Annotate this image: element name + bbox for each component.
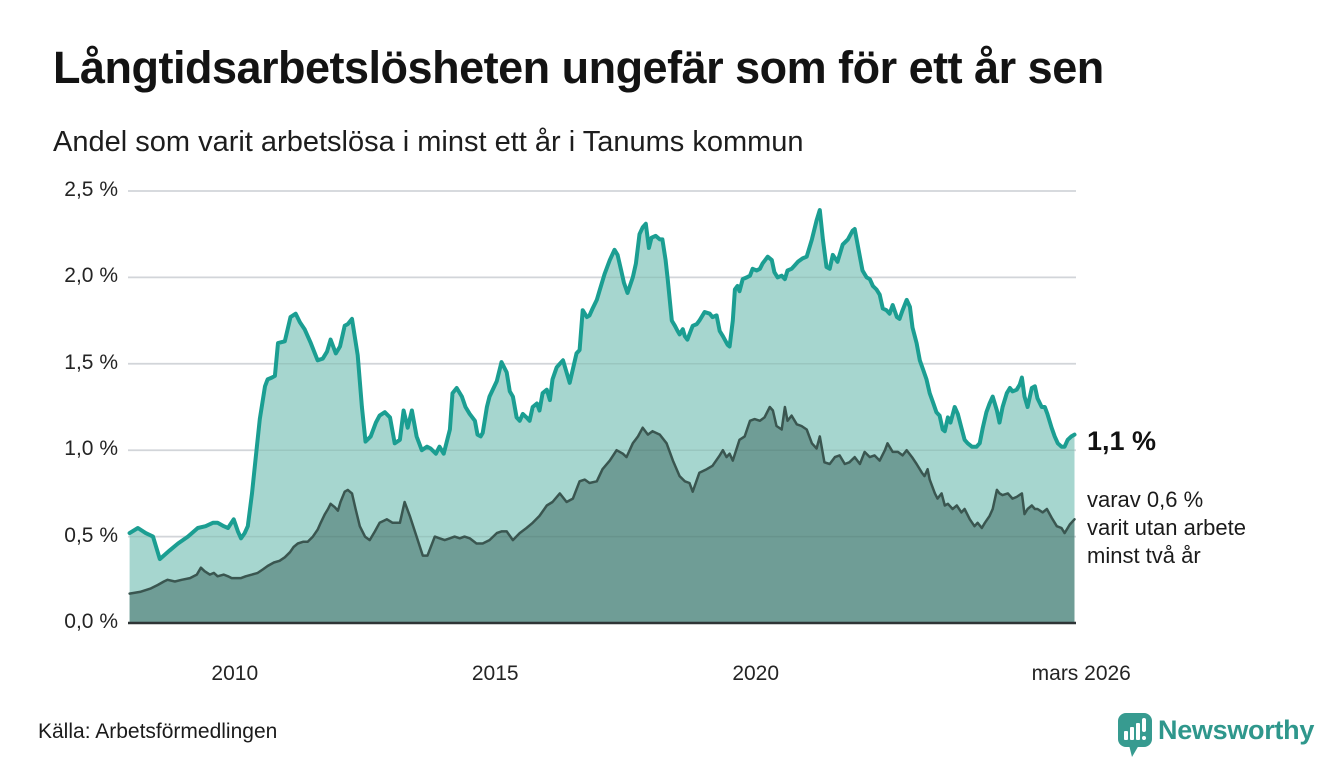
end-note-line: varav 0,6 % [1087, 487, 1204, 512]
x-axis-label: 2010 [211, 662, 259, 685]
end-note-line: varit utan arbete [1087, 515, 1246, 540]
area-fill-two-year [129, 407, 1075, 623]
y-axis-label: 1,0 % [64, 437, 118, 461]
line-one-year [127, 208, 1077, 562]
brand-name: Newsworthy [1158, 715, 1315, 745]
chart-subtitle: Andel som varit arbetslösa i minst ett å… [53, 126, 804, 158]
y-axis-label: 2,0 % [64, 264, 118, 288]
y-axis-label: 0,0 % [64, 610, 118, 633]
x-axis-label: mars 2026 [1031, 662, 1131, 685]
x-axis-label: 2015 [471, 662, 519, 685]
end-note-label: varav 0,6 % varit utan arbete minst två … [1087, 486, 1246, 570]
y-axis-label: 0,5 % [64, 523, 118, 547]
end-value-label: 1,1 % [1087, 426, 1157, 456]
source-caption: Källa: Arbetsförmedlingen [38, 720, 278, 743]
page-title: Långtidsarbetslösheten ungefär som för e… [53, 42, 1104, 93]
y-axis-label: 2,5 % [64, 178, 118, 201]
x-axis-label: 2020 [732, 662, 780, 685]
y-axis: 0,0 % 0,5 % 1,0 % 1,5 % 2,0 % 2,5 % [0, 0, 118, 700]
newsworthy-logo: Newsworthy [1117, 709, 1314, 761]
x-axis: 2010 2015 2020 mars 2026 [211, 662, 1131, 685]
line-two-year [128, 405, 1076, 595]
y-axis-label: 1,5 % [64, 350, 118, 374]
newsworthy-logo-icon [1118, 713, 1152, 757]
end-note-line: minst två år [1087, 543, 1201, 568]
